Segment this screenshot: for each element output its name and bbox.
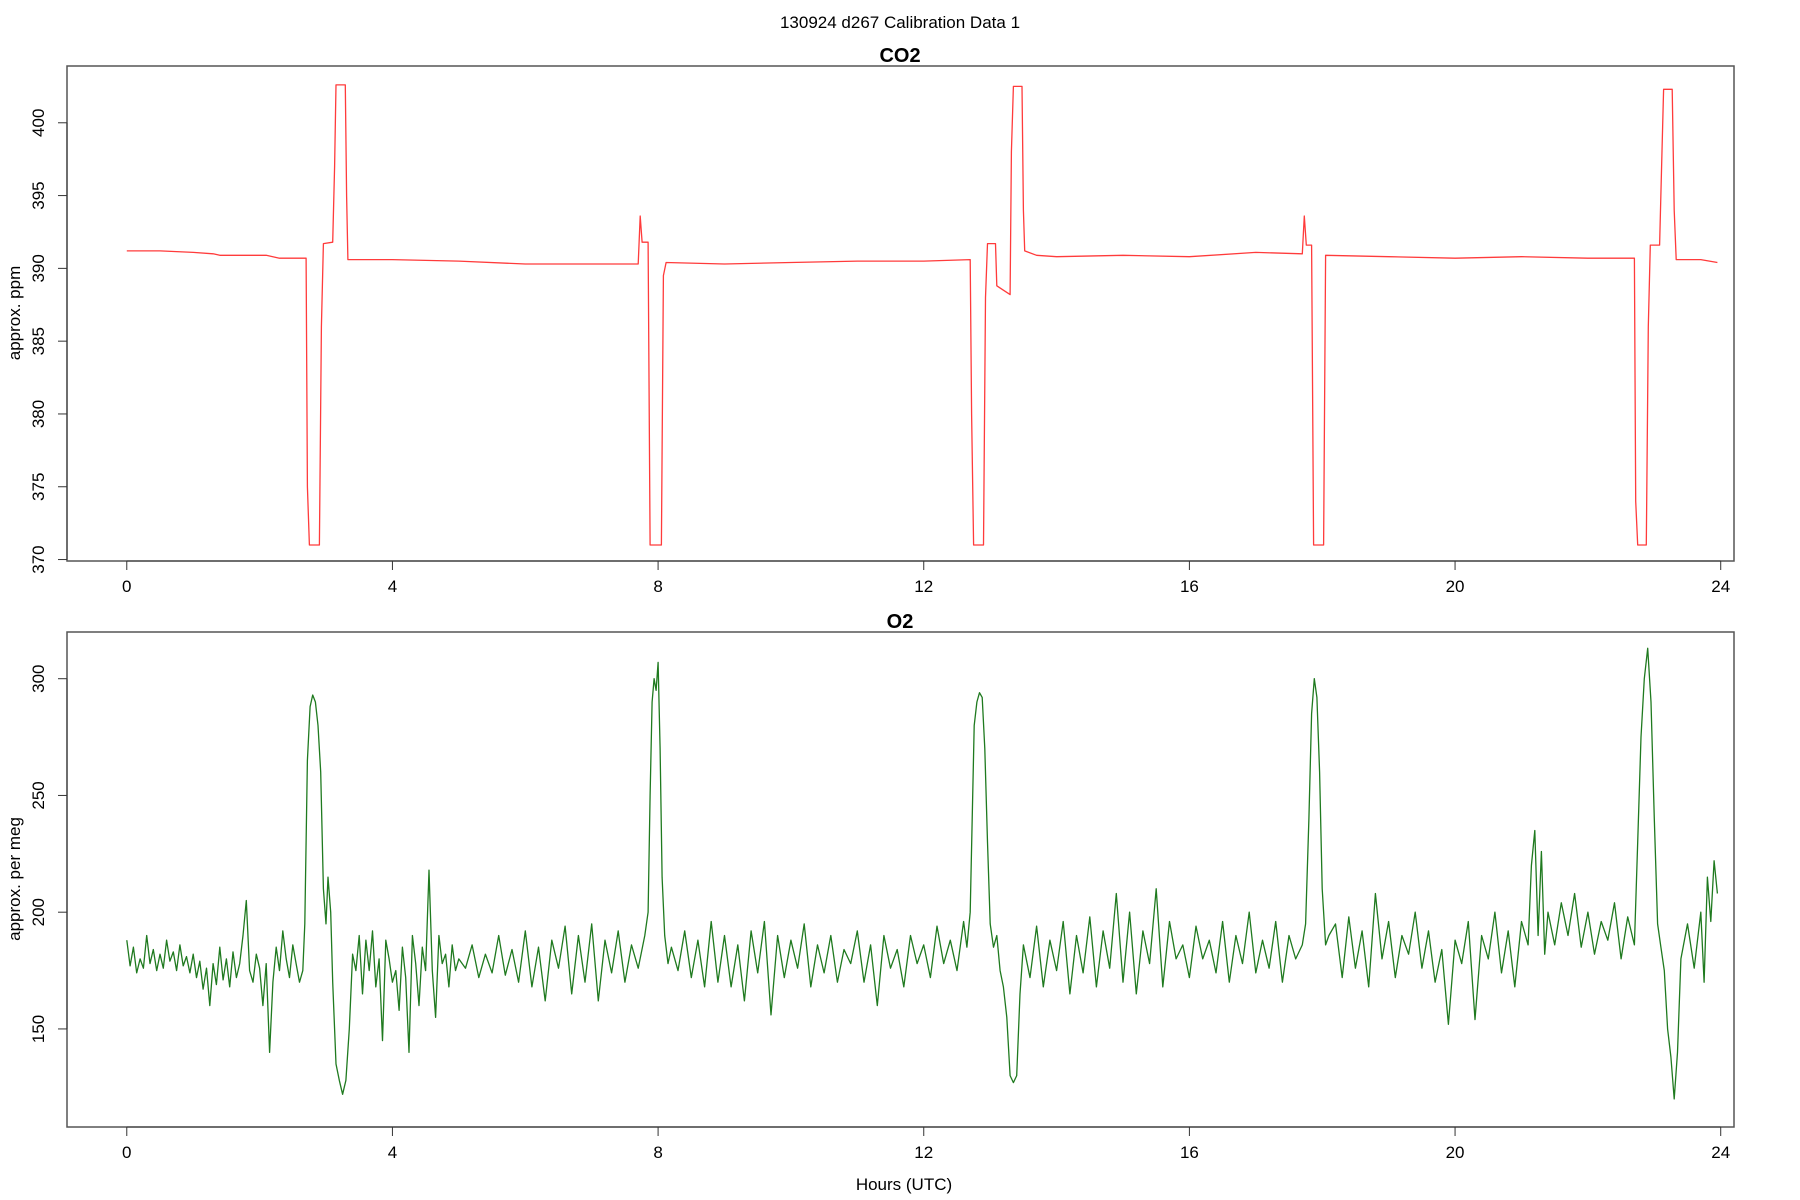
- o2-y-axis: 150 200 250 300: [29, 665, 68, 1043]
- o2-x-axis: 0 4 8 12 16 20 24: [122, 1126, 1730, 1162]
- co2-series: [126, 84, 1718, 546]
- co2-x-axis: 0 4 8 12 16 20 24: [122, 560, 1730, 596]
- co2-panel: CO2 approx. ppm 0 4 8 12 16 20 24 370 375 380 385…: [5, 45, 1735, 596]
- o2-y-tick-label: 300: [29, 665, 48, 693]
- figure-title: 130924 d267 Calibration Data 1: [780, 13, 1020, 32]
- o2-x-tick-label: 24: [1711, 1143, 1730, 1162]
- co2-x-tick-label: 0: [122, 577, 131, 596]
- o2-panel: O2 approx. per meg Hours (UTC) 0 4 8 12 16 20…: [5, 611, 1735, 1194]
- co2-x-tick-label: 24: [1711, 577, 1730, 596]
- o2-x-tick-label: 16: [1180, 1143, 1199, 1162]
- co2-y-tick-label: 370: [29, 545, 48, 573]
- co2-x-tick-label: 16: [1180, 577, 1199, 596]
- co2-y-axis: 370 375 380 385 390 395 400: [29, 109, 68, 574]
- co2-x-tick-label: 8: [653, 577, 662, 596]
- co2-y-tick-label: 390: [29, 254, 48, 282]
- co2-y-tick-label: 400: [29, 109, 48, 137]
- co2-y-tick-label: 395: [29, 181, 48, 209]
- o2-panel-title: O2: [887, 611, 914, 633]
- o2-x-tick-label: 20: [1446, 1143, 1465, 1162]
- co2-x-tick-label: 20: [1446, 577, 1465, 596]
- o2-x-tick-label: 12: [914, 1143, 933, 1162]
- co2-x-tick-label: 4: [388, 577, 397, 596]
- o2-x-axis-label: Hours (UTC): [856, 1175, 952, 1194]
- o2-plot-frame: [66, 631, 1735, 1128]
- co2-x-tick-label: 12: [914, 577, 933, 596]
- co2-y-tick-label: 380: [29, 400, 48, 428]
- co2-plot-frame: [66, 65, 1735, 562]
- o2-y-axis-label: approx. per meg: [5, 817, 24, 941]
- co2-y-tick-label: 385: [29, 327, 48, 355]
- o2-x-tick-label: 0: [122, 1143, 131, 1162]
- co2-y-tick-label: 375: [29, 473, 48, 501]
- o2-y-tick-label: 150: [29, 1015, 48, 1043]
- o2-y-tick-label: 250: [29, 781, 48, 809]
- o2-series-line: [126, 647, 1719, 1100]
- o2-x-tick-label: 8: [653, 1143, 662, 1162]
- o2-y-tick-label: 200: [29, 898, 48, 926]
- o2-series: [126, 647, 1719, 1100]
- co2-series-line: [126, 84, 1718, 546]
- co2-y-axis-label: approx. ppm: [5, 266, 24, 361]
- o2-x-tick-label: 4: [388, 1143, 397, 1162]
- co2-panel-title: CO2: [879, 45, 920, 67]
